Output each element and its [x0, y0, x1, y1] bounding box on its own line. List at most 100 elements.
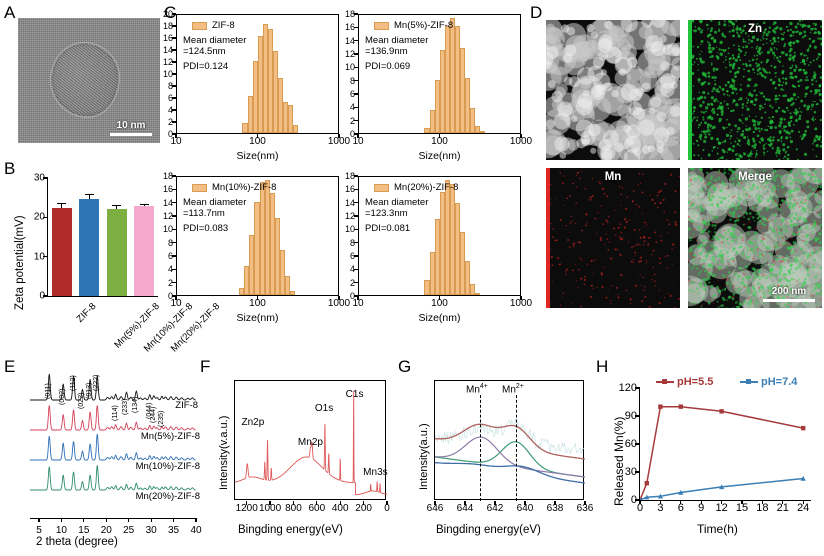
panel-e-xtick-mark: [195, 518, 197, 522]
panel-h-legend-label: pH=5.5: [677, 376, 714, 388]
panel-e-xrd: (011) (002) (112) (022) (013) (222) (114) (233)…: [0, 358, 202, 556]
panel-d-map-graphic: [546, 168, 680, 308]
panel-g-xtick: 640: [516, 503, 534, 514]
panel-c-xtick: 10: [352, 298, 364, 309]
panel-c-mean-diameter-0: Mean diameter =124.5nm: [183, 35, 247, 57]
panel-c-xtick-mark: [438, 134, 441, 138]
panel-b-errorbar: [143, 204, 145, 206]
panel-h-mn-release: 0 30 60 90 120 0 3 6 9 12 15 18 21 24 pH=5.5 pH=7.4 R…: [592, 358, 824, 556]
panel-f-ylabel: Intensity(v.a.u.): [218, 415, 230, 490]
panel-b-yaxis: [47, 178, 49, 296]
panel-c-xtick: 1000: [327, 136, 351, 147]
panel-c-hist-bar: [244, 266, 250, 295]
panel-h-ytick: 30: [624, 466, 637, 478]
panel-c-ytick: 4: [349, 264, 355, 275]
panel-c-legend-label: Mn(20%)-ZIF-8: [394, 182, 459, 193]
panel-c-xtick: 1000: [327, 298, 351, 309]
panel-f-xtick: 400: [331, 503, 349, 514]
panel-e-curve-2: [30, 433, 196, 461]
panel-c-mean-diameter-3: Mean diameter =123.3nm: [365, 197, 429, 219]
panel-label-h: H: [596, 357, 609, 376]
panel-h-ytick-mark: [635, 415, 640, 417]
panel-c-ytick-mark: [172, 242, 176, 244]
panel-e-xtick-mark: [60, 518, 62, 522]
panel-c-ytick: 10: [162, 224, 173, 235]
panel-f-peak-label-Zn2p: Zn2p: [241, 417, 265, 428]
panel-f-xtick: 200: [355, 503, 372, 514]
panel-h-datapoint: [657, 493, 663, 499]
panel-g-ylabel: Intensity(a.u.): [418, 423, 430, 490]
panel-c-hist-bar: [439, 192, 445, 295]
panel-c-ytick: 12: [344, 49, 355, 59]
panel-g-xtick-mark: [584, 501, 586, 505]
panel-c-legend-2: Mn(10%)-ZIF-8: [192, 182, 276, 193]
panel-e-curve-1: [30, 405, 196, 431]
panel-b-errorbar-cap: [57, 203, 67, 205]
panel-c-ytick-mark: [172, 73, 176, 75]
panel-c-ytick-mark: [354, 53, 358, 55]
panel-c-ytick-mark: [354, 80, 358, 82]
tem-micrograph-image: 10 nm: [18, 18, 160, 143]
panel-h-ytick: 90: [624, 410, 637, 422]
panel-c-xtick-mark: [357, 134, 359, 138]
panel-h-xtick-mark: [639, 500, 641, 504]
panel-c-ytick-mark: [354, 40, 358, 42]
panel-c-ytick: 8: [167, 81, 173, 91]
panel-c-hist-bar: [424, 128, 430, 133]
panel-c-ytick: 12: [162, 211, 173, 221]
panel-e-xtick-mark: [105, 518, 107, 522]
panel-c-ytick: 0: [349, 291, 355, 301]
panel-c-ytick: 4: [349, 102, 355, 113]
panel-h-xtick: 21: [776, 502, 789, 514]
panel-c-ytick: 18: [344, 9, 355, 19]
panel-h-legend-label: pH=7.4: [761, 376, 798, 388]
panel-c-ytick-mark: [172, 85, 176, 87]
panel-c-hist-bar: [274, 217, 280, 295]
panel-c-ytick-mark: [172, 133, 176, 135]
panel-g-xtick-mark: [494, 501, 496, 505]
panel-label-f: F: [200, 357, 211, 376]
panel-e-xrd-curves: [30, 373, 196, 491]
panel-c-ytick-mark: [354, 228, 358, 230]
panel-h-xtick-mark: [721, 500, 723, 504]
panel-c-hist-bar: [464, 78, 470, 133]
panel-e-peak-label-11: (235): [157, 410, 165, 427]
panel-c-ytick: 18: [344, 171, 355, 181]
panel-c-hist-bar: [459, 48, 465, 133]
panel-f-xlabel: Bingding energy(eV): [238, 524, 343, 536]
panel-f-xtick-mark: [386, 501, 388, 505]
panel-c-hist-bar: [424, 279, 430, 295]
panel-c-ytick: 10: [162, 69, 173, 79]
panel-c-hist-bar: [239, 288, 245, 295]
panel-c-ytick-mark: [172, 215, 176, 217]
panel-f-xtick: 0: [384, 503, 390, 514]
panel-e-peak-label-2: (112): [69, 375, 77, 391]
panel-c-ytick-mark: [172, 282, 176, 284]
panel-b-bar: [134, 205, 155, 296]
panel-b-bar: [51, 207, 72, 296]
panel-c-mean-diameter-1: Mean diameter =136.9nm: [365, 35, 429, 57]
panel-g-curve: [435, 436, 585, 478]
panel-h-xtick: 9: [698, 502, 705, 514]
panel-c-ytick: 2: [167, 117, 173, 127]
panel-g-dashed-marker-0: [480, 395, 481, 501]
panel-f-xtick-mark: [363, 501, 365, 505]
panel-c-ytick-mark: [172, 121, 176, 123]
panel-c-hist-bar: [277, 78, 283, 133]
panel-e-xtick: 30: [145, 525, 157, 536]
panel-c-hist-bar: [279, 249, 286, 295]
panel-c-hist-bar: [282, 102, 288, 133]
panel-e-peak-label-3: (022): [78, 392, 86, 409]
panel-c-xtick-mark: [357, 296, 359, 300]
panel-h-xtick: 0: [636, 502, 644, 514]
panel-f-xps-survey: Zn2p Mn2p O1s C1s Mn3s 1200 1000 800 600 400 200 0…: [196, 358, 396, 556]
panel-c-hist-frame-0: [176, 14, 339, 134]
panel-h-ytick-mark: [635, 499, 640, 501]
panel-h-datapoint: [678, 404, 683, 409]
panel-h-xtick: 6: [677, 502, 684, 514]
panel-c-xlabel: Size(nm): [418, 150, 461, 162]
panel-b-ytick-mark: [43, 216, 48, 219]
panel-c-xtick-mark: [256, 134, 259, 138]
panel-c-legend-3: Mn(20%)-ZIF-8: [374, 182, 458, 193]
panel-c-ytick-mark: [354, 26, 358, 28]
